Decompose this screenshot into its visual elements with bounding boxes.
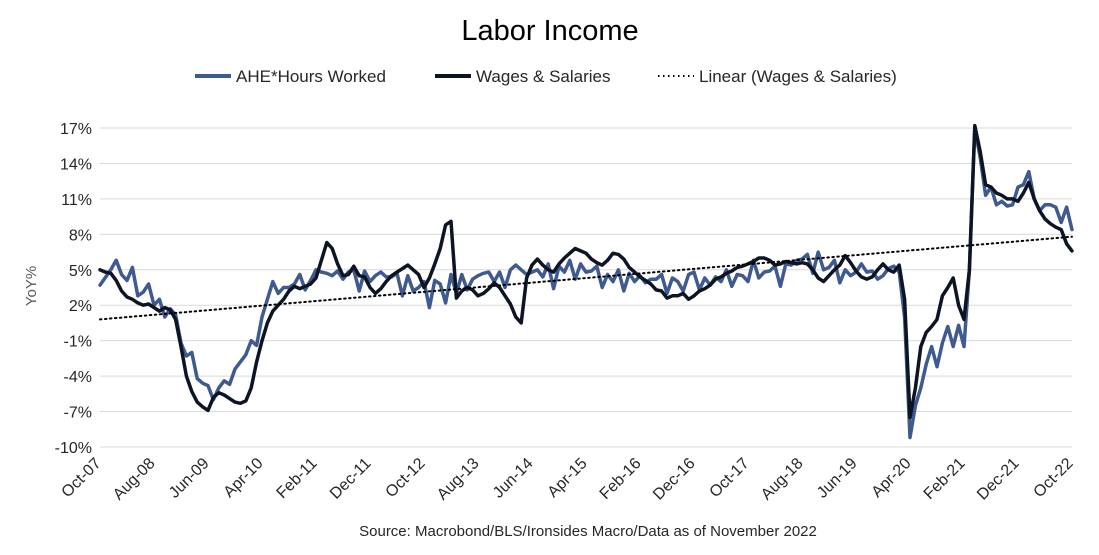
ahe-hours-series-line [98,126,1074,440]
x-axis-tick-labels: Oct-07 Aug-08 Jun-09 Apr-10 Feb-11 Dec-11 Oct-… [59,455,1077,504]
x-tick-label: Apr-20 [869,455,915,501]
source-note: Source: Macrobond/BLS/Ironsides Macro/Da… [359,523,817,540]
y-tick-label: 14% [60,156,92,173]
y-tick-label: 17% [60,121,92,138]
x-tick-label: Jun-19 [814,455,861,502]
chart-title: Labor Income [461,15,638,47]
x-tick-label: Oct-12 [383,455,429,501]
y-tick-label: -7% [64,405,92,422]
y-tick-label: 2% [69,298,92,315]
x-tick-label: Jun-09 [166,455,213,502]
legend: AHE*Hours Worked Wages & Salaries Linear (… [195,67,897,86]
x-tick-label: Feb-21 [921,455,969,503]
trendline-series [99,235,1073,321]
x-tick-label: Dec-21 [974,455,1023,504]
x-tick-label: Feb-11 [274,455,321,502]
x-tick-label: Feb-16 [597,455,645,503]
series-lines [98,123,1074,440]
legend-label: Linear (Wages & Salaries) [699,67,897,86]
y-tick-label: -1% [64,334,92,351]
x-tick-label: Apr-15 [545,455,591,501]
x-tick-label: Dec-16 [650,455,699,504]
x-tick-label: Aug-08 [110,455,159,504]
y-tick-label: -4% [64,369,92,386]
x-tick-label: Jun-14 [490,455,537,502]
x-tick-label: Apr-10 [221,455,267,501]
y-tick-label: 8% [69,227,92,244]
y-tick-label: 5% [69,263,92,280]
y-tick-label: 11% [61,192,92,209]
x-tick-label: Aug-13 [434,455,483,504]
wages-salaries-series-line [98,123,1074,420]
legend-label: AHE*Hours Worked [236,67,386,86]
y-axis-label: YoY% [23,266,40,306]
x-tick-label: Oct-22 [1031,455,1077,501]
y-tick-label: -10% [55,440,92,457]
x-tick-label: Aug-18 [758,455,807,504]
y-axis-tick-labels: -10% -7% -4% -1% 2% 5% 8% 11% 14% 17% [55,121,92,457]
x-tick-label: Oct-17 [707,455,753,501]
legend-label: Wages & Salaries [476,67,610,86]
x-tick-label: Dec-11 [327,455,375,503]
x-tick-label: Oct-07 [59,455,105,501]
